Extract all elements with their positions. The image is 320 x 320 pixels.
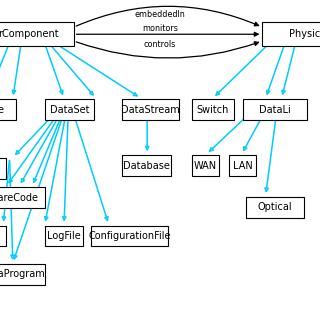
Text: DataLi: DataLi <box>259 105 291 115</box>
Text: LogFile: LogFile <box>47 231 81 241</box>
Text: Database: Database <box>123 161 170 171</box>
Bar <box>45 99 94 120</box>
Text: ode: ode <box>0 105 4 115</box>
Text: ScadaProgram: ScadaProgram <box>0 269 45 279</box>
Text: rComponent: rComponent <box>0 29 59 39</box>
Bar <box>45 226 83 246</box>
Text: Switch: Switch <box>196 105 229 115</box>
Text: ConfigurationFile: ConfigurationFile <box>88 231 171 241</box>
Bar <box>0 22 74 46</box>
Bar <box>243 99 307 120</box>
Text: WAN: WAN <box>194 161 217 171</box>
Bar <box>0 187 45 208</box>
Bar <box>0 158 6 179</box>
Text: embeddedIn: embeddedIn <box>135 10 185 19</box>
Bar <box>192 155 219 176</box>
Bar <box>229 155 256 176</box>
Text: Optical: Optical <box>258 202 292 212</box>
Text: monitors: monitors <box>142 24 178 33</box>
Bar <box>0 99 16 120</box>
Text: Physica: Physica <box>289 29 320 39</box>
Bar <box>91 226 168 246</box>
Bar <box>122 155 171 176</box>
Bar <box>262 22 320 46</box>
Bar <box>246 197 304 218</box>
Text: controls: controls <box>144 40 176 49</box>
Text: DataStream: DataStream <box>121 105 180 115</box>
Bar <box>0 264 45 285</box>
Text: DataSet: DataSet <box>50 105 89 115</box>
Bar <box>0 226 6 246</box>
Bar <box>122 99 179 120</box>
Text: LAN: LAN <box>233 161 252 171</box>
Text: mwareCode: mwareCode <box>0 193 39 203</box>
Bar <box>192 99 234 120</box>
